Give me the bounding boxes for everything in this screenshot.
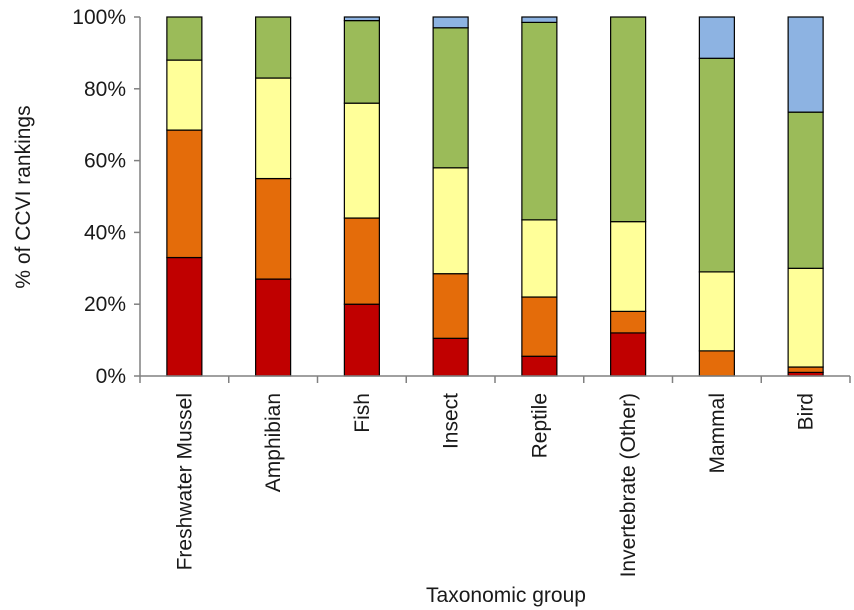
y-tick-label: 20% <box>84 293 126 316</box>
bars-layer <box>166 16 824 377</box>
x-tick-label: Reptile <box>528 393 551 458</box>
x-tick-label: Bird <box>795 393 818 430</box>
bar-segment <box>255 278 292 377</box>
y-tick-label: 40% <box>84 221 126 244</box>
bar-segment <box>787 111 824 269</box>
bar-segment <box>698 271 735 352</box>
bar-segment <box>698 57 735 273</box>
x-tick-label: Mammal <box>706 393 729 474</box>
bar-segment <box>787 267 824 368</box>
bar-segment <box>255 177 292 280</box>
bar-segment <box>521 296 558 357</box>
bar-segment <box>343 217 380 305</box>
bar-segment <box>521 355 558 377</box>
y-axis-title: % of CCVI rankings <box>12 105 35 288</box>
bar-segment <box>343 102 380 219</box>
bar-segment <box>432 273 469 339</box>
bar-segment <box>343 16 380 22</box>
bar-segment <box>698 16 735 59</box>
bar-segment <box>255 77 292 180</box>
x-ticks: Freshwater Mussel Amphibian Fish Insect Rept… <box>139 376 851 577</box>
x-tick-label: Freshwater Mussel <box>173 393 196 570</box>
bar-segment <box>432 167 469 275</box>
bar-segment <box>166 16 203 61</box>
bar-segment <box>343 303 380 377</box>
bar-segment <box>166 256 203 377</box>
y-ticks: 0% 20% 40% 60% 80% 100% <box>72 6 140 388</box>
bar-segment <box>521 219 558 298</box>
x-axis-title: Taxonomic group <box>426 584 586 607</box>
bar-segment <box>521 16 558 23</box>
bar-segment <box>610 310 647 334</box>
y-tick-label: 80% <box>84 78 126 101</box>
bar-segment <box>432 27 469 169</box>
bar-segment <box>432 337 469 377</box>
bar-segment <box>610 221 647 312</box>
bar-segment <box>343 19 380 104</box>
y-tick-label: 100% <box>72 6 126 29</box>
bar-segment <box>787 366 824 374</box>
bar-segment <box>432 16 469 29</box>
bar-segment <box>698 350 735 377</box>
y-tick-label: 0% <box>96 365 126 388</box>
x-tick-label: Fish <box>351 393 374 433</box>
bar-segment <box>610 332 647 377</box>
x-tick-label: Amphibian <box>262 393 285 492</box>
bar-segment <box>166 129 203 259</box>
bar-segment <box>166 59 203 131</box>
bar-segment <box>521 21 558 221</box>
x-tick-label: Insect <box>440 393 463 449</box>
x-tick-label: Invertebrate (Other) <box>617 393 640 577</box>
bar-segment <box>255 16 292 79</box>
bar-segment <box>610 16 647 223</box>
bar-segment <box>787 16 824 113</box>
y-tick-label: 60% <box>84 150 126 173</box>
